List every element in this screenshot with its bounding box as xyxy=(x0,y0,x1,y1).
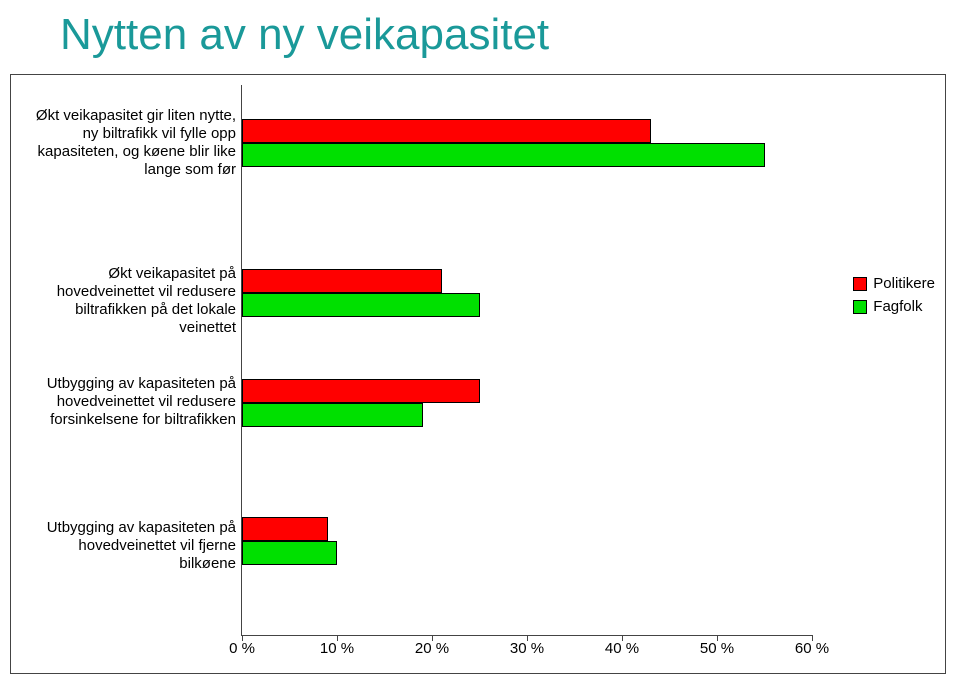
bar-politikere xyxy=(242,517,328,541)
plot-area: 0 %10 %20 %30 %40 %50 %60 % xyxy=(241,85,812,636)
legend: Politikere Fagfolk xyxy=(853,275,935,321)
bar-politikere xyxy=(242,379,480,403)
bar-fagfolk xyxy=(242,143,765,167)
legend-item: Politikere xyxy=(853,275,935,292)
x-tick-label: 20 % xyxy=(415,640,449,657)
legend-swatch xyxy=(853,277,867,291)
category-label: Økt veikapasitet gir liten nytte, ny bil… xyxy=(21,107,236,179)
x-tick-label: 10 % xyxy=(320,640,354,657)
category-label: Utbygging av kapasiteten på hovedveinett… xyxy=(21,375,236,429)
category-label: Økt veikapasitet på hovedveinettet vil r… xyxy=(21,265,236,337)
x-tick-label: 60 % xyxy=(795,640,829,657)
x-tick-label: 0 % xyxy=(229,640,255,657)
chart-frame: 0 %10 %20 %30 %40 %50 %60 % PolitikereFa… xyxy=(10,74,946,674)
legend-swatch xyxy=(853,300,867,314)
legend-item: Fagfolk xyxy=(853,298,935,315)
bar-fagfolk xyxy=(242,293,480,317)
x-tick-label: 50 % xyxy=(700,640,734,657)
bar-politikere xyxy=(242,119,651,143)
x-tick-label: 40 % xyxy=(605,640,639,657)
bar-fagfolk xyxy=(242,541,337,565)
category-label: Utbygging av kapasiteten på hovedveinett… xyxy=(21,519,236,573)
bar-fagfolk xyxy=(242,403,423,427)
bar-politikere xyxy=(242,269,442,293)
x-tick-label: 30 % xyxy=(510,640,544,657)
legend-label: Fagfolk xyxy=(873,298,922,315)
legend-label: Politikere xyxy=(873,275,935,292)
page-title: Nytten av ny veikapasitet xyxy=(0,0,960,70)
